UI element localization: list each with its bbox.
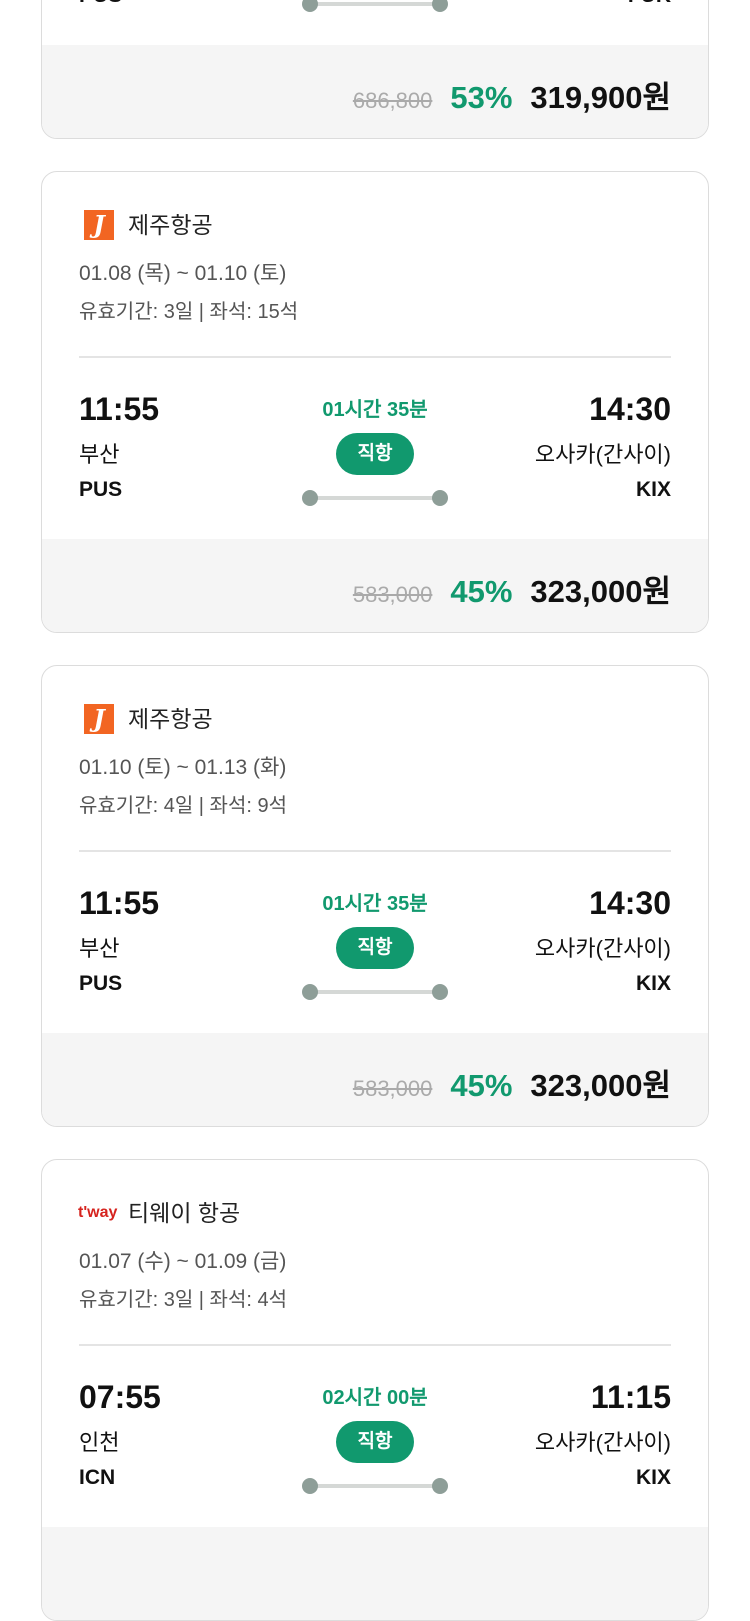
departure-city: 인천 <box>79 1430 120 1455</box>
original-price: 583,000 <box>352 1076 433 1101</box>
validity-seats: 유효기간: 3일 | 좌석: 15석 <box>79 301 299 323</box>
price-footer: 583,000 45% 323,000원 <box>42 539 708 632</box>
departure-code: PUS <box>79 972 123 995</box>
departure-time: 11:55 <box>79 885 160 921</box>
price-row: 583,000 45% 323,000원 <box>353 566 671 611</box>
arrival-time: 14:30 <box>589 391 671 427</box>
jeju-air-logo-icon: J <box>84 210 114 240</box>
price-row: 686,800 53% 319,900원 <box>353 72 671 117</box>
airline-name: 티웨이 항공 <box>128 1200 241 1226</box>
flight-duration: 01시간 35분 <box>322 893 428 915</box>
discount-rate: 45% <box>450 1068 513 1103</box>
airline-name: 제주항공 <box>128 212 213 238</box>
destination-dot-icon <box>432 0 448 12</box>
route-line <box>310 2 440 6</box>
jeju-air-logo-icon: J <box>84 704 114 734</box>
arrival-code: KIX <box>635 1466 671 1489</box>
departure-city: 부산 <box>79 442 120 467</box>
direct-flight-badge: 직항 <box>336 927 414 969</box>
direct-flight-badge: 직항 <box>336 433 414 475</box>
arrival-time: 14:30 <box>589 885 671 921</box>
flight-duration: 02시간 00분 <box>322 1387 428 1409</box>
sale-price: 319,900원 <box>530 80 671 115</box>
departure-city: 부산 <box>79 936 120 961</box>
price-footer: 686,800 53% 319,900원 <box>42 45 708 138</box>
destination-dot-icon <box>432 1478 448 1494</box>
origin-dot-icon <box>302 984 318 1000</box>
flight-duration: 01시간 35분 <box>322 399 428 421</box>
divider <box>79 1344 671 1346</box>
departure-time: 11:55 <box>79 391 160 427</box>
arrival-code: KIX <box>635 478 671 501</box>
departure-time: 07:55 <box>79 1379 161 1415</box>
route-line <box>310 496 440 500</box>
discount-rate: 45% <box>450 574 513 609</box>
arrival-code: KIX <box>635 972 671 995</box>
route-line <box>310 1484 440 1488</box>
validity-seats: 유효기간: 4일 | 좌석: 9석 <box>79 795 287 817</box>
arrival-city: 오사카(간사이) <box>534 1430 671 1455</box>
discount-rate: 53% <box>450 80 513 115</box>
departure-code: ICN <box>79 1466 116 1489</box>
tway-logo-icon: t'way <box>78 1204 118 1221</box>
flight-card[interactable]: J 제주항공 01.08 (목) ~ 01.10 (토) 유효기간: 3일 | … <box>41 171 709 633</box>
price-footer: 583,000 45% 323,000원 <box>42 1033 708 1126</box>
origin-dot-icon <box>302 490 318 506</box>
travel-dates: 01.07 (수) ~ 01.09 (금) <box>79 1250 287 1273</box>
direct-flight-badge: 직항 <box>336 1421 414 1463</box>
flight-card[interactable]: t'way 티웨이 항공 01.07 (수) ~ 01.09 (금) 유효기간:… <box>41 1159 709 1621</box>
arrival-city: 오사카(간사이) <box>534 442 671 467</box>
airline-name: 제주항공 <box>128 706 213 732</box>
origin-dot-icon <box>302 0 318 12</box>
sale-price: 323,000원 <box>530 1068 671 1103</box>
arrival-city: 오사카(간사이) <box>534 936 671 961</box>
departure-code: PUS <box>79 478 123 501</box>
sale-price: 323,000원 <box>530 574 671 609</box>
price-footer <box>42 1527 708 1620</box>
validity-seats: 유효기간: 3일 | 좌석: 4석 <box>79 1289 287 1311</box>
route-line <box>310 990 440 994</box>
destination-dot-icon <box>432 984 448 1000</box>
flight-card[interactable]: J 제주항공 01.10 (토) ~ 01.13 (화) 유효기간: 4일 | … <box>41 665 709 1127</box>
divider <box>79 356 671 358</box>
destination-dot-icon <box>432 490 448 506</box>
original-price: 583,000 <box>352 582 433 607</box>
arrival-code: FUK <box>628 0 671 9</box>
price-row: 583,000 45% 323,000원 <box>353 1060 671 1105</box>
flight-card[interactable]: PUS FUK 686,800 53% 319,900원 <box>41 0 709 139</box>
arrival-time: 11:15 <box>590 1379 671 1415</box>
travel-dates: 01.08 (목) ~ 01.10 (토) <box>79 262 287 285</box>
departure-code: PUS <box>79 0 122 9</box>
original-price: 686,800 <box>352 88 433 113</box>
travel-dates: 01.10 (토) ~ 01.13 (화) <box>79 756 287 779</box>
origin-dot-icon <box>302 1478 318 1494</box>
divider <box>79 850 671 852</box>
